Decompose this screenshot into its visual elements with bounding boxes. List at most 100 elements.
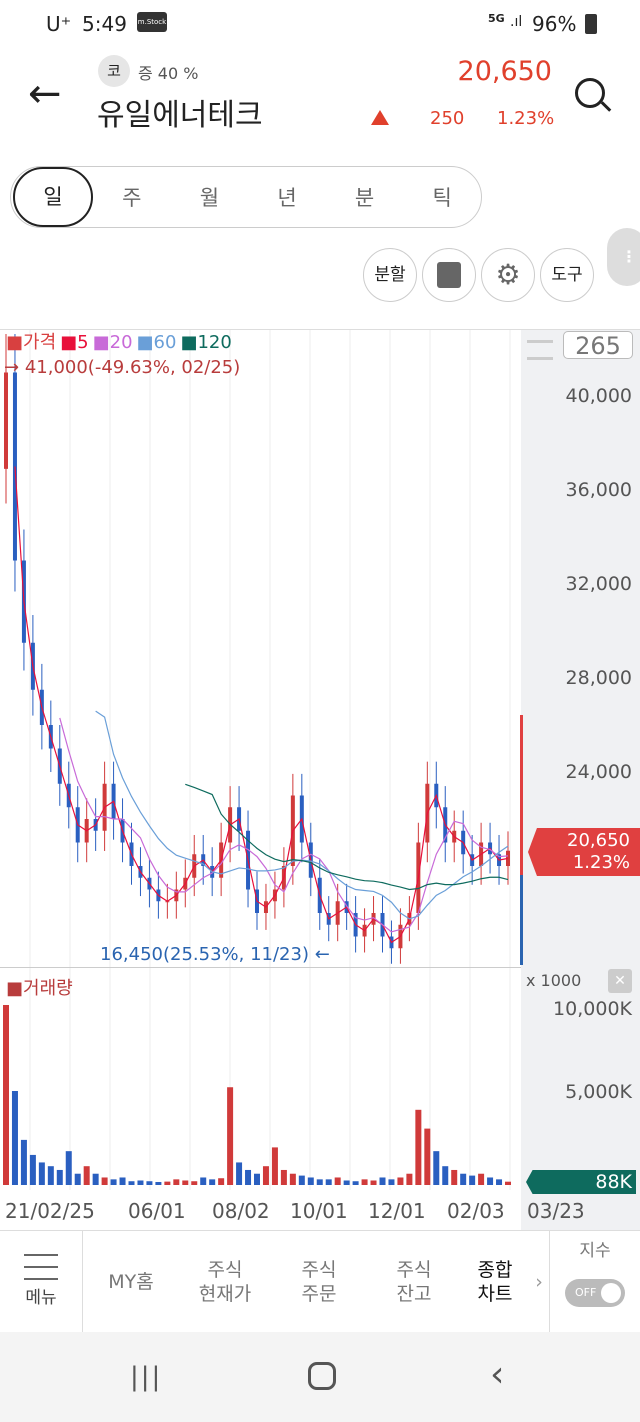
nav-stock-order[interactable]: 주식 주문 [301, 1258, 337, 1305]
price-change: 250 [430, 108, 465, 129]
nav-composite-chart[interactable]: 종합 차트 [477, 1258, 513, 1305]
volume-bar [245, 1169, 252, 1185]
volume-bar [65, 1151, 72, 1185]
volume-bar [20, 1139, 27, 1185]
tab-minute[interactable]: 분 [354, 186, 375, 210]
volume-bar [164, 1181, 171, 1185]
tab-year[interactable]: 년 [277, 186, 297, 210]
bottom-nav: 메뉴 MY홈 주식 현재가 주식 주문 주식 잔고 종합 차트 › 지수 OFF [0, 1230, 640, 1332]
price-volume-chart[interactable] [0, 330, 640, 1230]
tools-button[interactable]: 도구 [540, 248, 594, 302]
search-icon[interactable] [575, 78, 612, 112]
gear-icon: ⚙ [495, 258, 521, 291]
settings-button[interactable]: ⚙ [481, 248, 535, 302]
volume-bar [182, 1180, 189, 1185]
chevron-right-icon[interactable]: › [535, 1270, 543, 1293]
index-label: 지수 [579, 1241, 611, 1261]
nav-stock-balance[interactable]: 주식 잔고 [396, 1258, 432, 1305]
volume-bar [442, 1166, 449, 1185]
volume-bar [254, 1173, 260, 1185]
volume-bar [191, 1181, 198, 1185]
volume-bar [92, 1173, 99, 1185]
volume-bar [155, 1181, 162, 1185]
save-icon [437, 262, 461, 288]
tab-month[interactable]: 월 [199, 186, 220, 210]
volume-legend: ■거래량 [6, 978, 73, 999]
hamburger-icon [24, 1253, 58, 1280]
volume-bar [334, 1177, 341, 1185]
tab-week[interactable]: 주 [122, 186, 142, 210]
split-button[interactable]: 분할 [363, 248, 417, 302]
save-button[interactable] [422, 248, 476, 302]
home-button[interactable] [308, 1362, 336, 1390]
volume-bar [11, 1091, 18, 1185]
current-volume-marker: 88K [526, 1170, 636, 1194]
volume-bar [119, 1177, 126, 1185]
clock: 5:49 [82, 12, 127, 36]
volume-bar [83, 1166, 90, 1185]
index-toggle[interactable]: OFF [565, 1279, 625, 1307]
date-tick: 21/02/25 [5, 1199, 95, 1223]
back-button[interactable]: ← [28, 71, 62, 117]
chart-handle-icon[interactable] [527, 340, 553, 360]
volume-bar [298, 1175, 305, 1185]
volume-bar [236, 1162, 243, 1185]
nav-my-home[interactable]: MY홈 [108, 1270, 154, 1293]
volume-bar [487, 1177, 494, 1185]
legend-ma120: ■120 [180, 332, 232, 353]
menu-button[interactable]: 메뉴 [0, 1231, 83, 1332]
price-tick: 32,000 [565, 573, 632, 595]
ma-line-5 [14, 466, 509, 944]
date-tick: 06/01 [128, 1199, 186, 1223]
volume-bar [47, 1166, 54, 1185]
volume-bar [379, 1177, 386, 1185]
period-tabs: 일 주 월 년 분 틱 [10, 166, 482, 228]
volume-bar [146, 1181, 153, 1185]
volume-bar [406, 1173, 413, 1185]
volume-bar [424, 1128, 431, 1185]
visible-count[interactable]: 265 [563, 331, 633, 360]
market-badge: 코 [98, 55, 130, 87]
volume-bar [370, 1180, 377, 1185]
volume-bar [101, 1177, 108, 1185]
ma-line-120 [185, 783, 509, 891]
volume-bar [173, 1179, 180, 1185]
price-change-pct: 1.23% [497, 108, 555, 129]
volume-bar [343, 1180, 350, 1185]
date-tick: 12/01 [368, 1199, 426, 1223]
volume-bar [218, 1178, 225, 1185]
low-price-label: 16,450(25.53%, 11/23) ← [100, 944, 330, 965]
up-triangle-icon [371, 110, 389, 125]
chart-legend: ■가격 ■5 ■20 ■60 ■120 [6, 332, 232, 354]
axis-panel [521, 330, 640, 1230]
volume-bar [307, 1177, 314, 1185]
price-tick: 28,000 [565, 667, 632, 689]
legend-ma20: ■20 [92, 332, 133, 353]
nav-stock-quote[interactable]: 주식 현재가 [198, 1258, 252, 1305]
tab-tick[interactable]: 틱 [432, 186, 452, 210]
app-notification-icon: m.Stock [137, 12, 167, 32]
recent-apps-button[interactable]: ||| [130, 1362, 163, 1392]
price-tick: 24,000 [565, 761, 632, 783]
system-nav-bar: ||| ‹ [0, 1332, 640, 1422]
volume-bar [227, 1087, 234, 1185]
battery-level: 96% [532, 12, 577, 36]
volume-bar [209, 1179, 216, 1185]
volume-bar [469, 1175, 476, 1185]
volume-bar [451, 1169, 458, 1185]
side-more-handle[interactable]: ⋮ [607, 228, 640, 286]
stock-name: 유일에너테크 [97, 98, 263, 133]
volume-bar [271, 1147, 278, 1185]
margin-rate: 증 40 % [138, 64, 199, 83]
tab-day[interactable]: 일 [13, 167, 93, 227]
network-icon: 5G [488, 12, 505, 25]
close-icon[interactable]: ✕ [608, 969, 632, 993]
back-nav-button[interactable]: ‹ [490, 1354, 505, 1395]
volume-bar [3, 1005, 9, 1185]
date-tick: 02/03 [447, 1199, 505, 1223]
volume-bar [397, 1177, 404, 1185]
volume-bar [200, 1177, 207, 1185]
volume-bar [415, 1109, 422, 1185]
current-range-bar [520, 715, 523, 965]
carrier: U⁺ [46, 12, 72, 36]
